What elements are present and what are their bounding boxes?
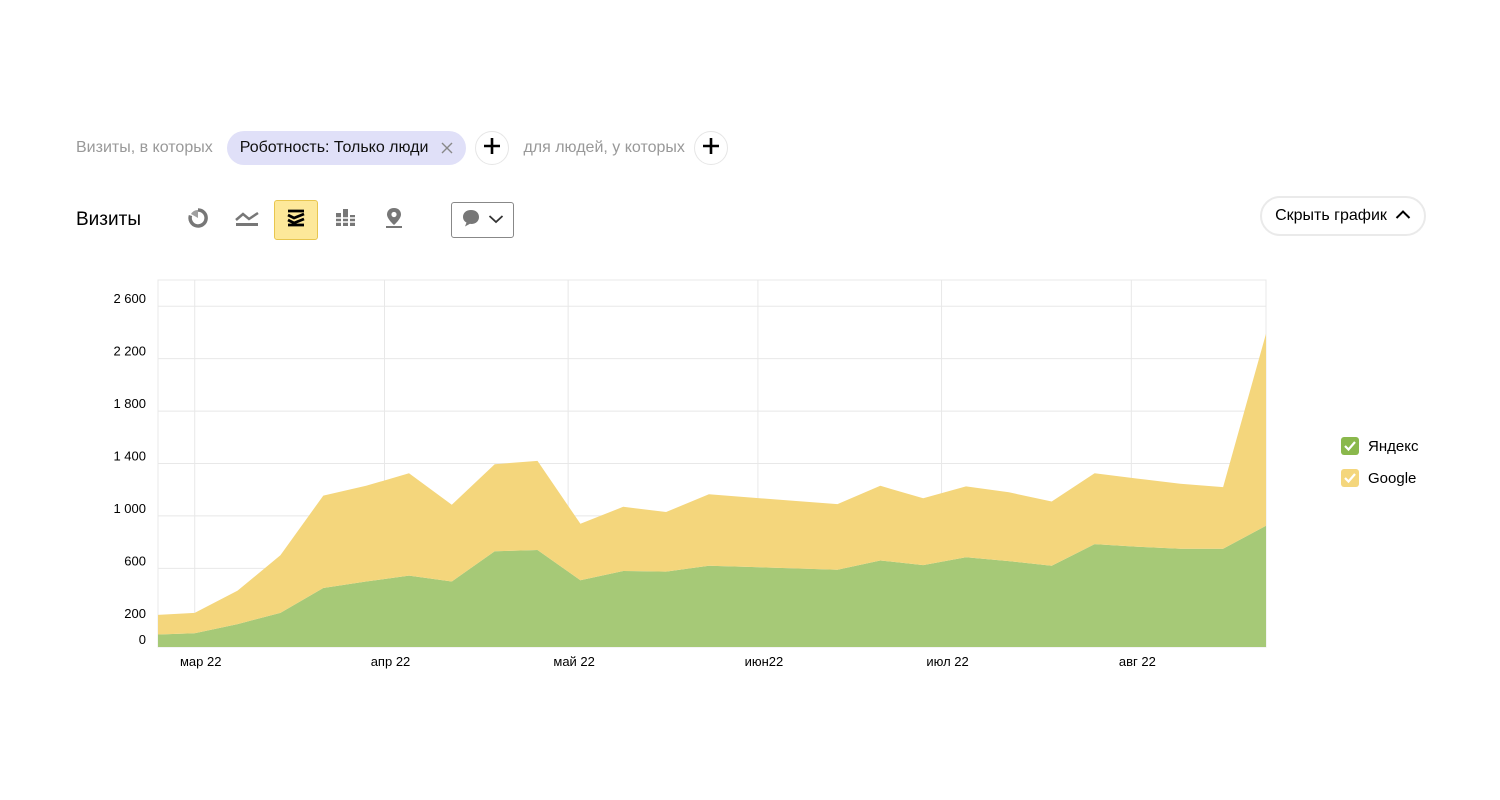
x-tick-label: авг 22	[1119, 654, 1156, 669]
line-chart-icon	[235, 208, 259, 233]
legend-label: Яндекс	[1368, 437, 1419, 455]
close-icon[interactable]	[440, 141, 454, 155]
x-tick-label: мар 22	[180, 654, 221, 669]
stacked-area-button[interactable]	[274, 200, 318, 240]
x-tick-label: июл 22	[926, 654, 968, 669]
y-tick-label: 1 400	[113, 449, 146, 464]
legend-item-yandex[interactable]: Яндекс	[1341, 436, 1418, 456]
add-people-condition-button[interactable]	[693, 131, 728, 165]
line-chart-button[interactable]	[225, 200, 269, 240]
visits-condition-label: Визиты, в которых	[76, 139, 213, 156]
legend-label: Google	[1368, 469, 1417, 487]
chip-label: Роботность: Только люди	[239, 139, 429, 156]
chart-toolbar: Визиты	[76, 198, 514, 242]
y-tick-label: 1 000	[113, 501, 146, 516]
stacked-area-icon	[286, 208, 306, 233]
segment-filter-bar: Визиты, в которых Роботность: Только люд…	[76, 130, 728, 166]
map-button[interactable]	[372, 200, 416, 240]
y-tick-label: 600	[124, 553, 146, 568]
area-series-google	[158, 333, 1266, 635]
bar-chart-icon	[334, 208, 356, 233]
checkbox-icon[interactable]	[1341, 437, 1359, 455]
y-tick-label: 200	[124, 606, 146, 621]
y-tick-label: 1 800	[113, 396, 146, 411]
y-tick-label: 2 200	[113, 344, 146, 359]
x-tick-label: июн22	[745, 654, 784, 669]
notes-dropdown[interactable]	[451, 202, 514, 238]
x-tick-label: апр 22	[371, 654, 411, 669]
bar-chart-button[interactable]	[323, 200, 367, 240]
metric-label: Визиты	[76, 209, 141, 230]
plus-icon	[702, 137, 720, 160]
y-tick-label: 0	[139, 632, 146, 647]
x-tick-label: май 22	[553, 654, 595, 669]
area-series-yandex	[158, 525, 1266, 647]
comment-icon	[461, 208, 481, 233]
chevron-down-icon	[488, 211, 504, 229]
chart-legend: Яндекс Google	[1341, 436, 1418, 500]
map-icon	[384, 207, 404, 234]
legend-item-google[interactable]: Google	[1341, 468, 1418, 488]
add-visit-condition-button[interactable]	[475, 131, 510, 165]
hide-chart-label: Скрыть график	[1275, 207, 1387, 224]
y-tick-label: 2 600	[113, 291, 146, 306]
plus-icon	[483, 137, 501, 160]
pie-chart-button[interactable]	[176, 200, 220, 240]
robotness-filter-chip[interactable]: Роботность: Только люди	[226, 131, 467, 165]
hide-chart-button[interactable]: Скрыть график	[1260, 196, 1426, 236]
pie-chart-icon	[188, 207, 208, 233]
checkbox-icon[interactable]	[1341, 469, 1359, 487]
people-condition-label: для людей, у которых	[523, 139, 685, 156]
chevron-up-icon	[1395, 207, 1411, 225]
